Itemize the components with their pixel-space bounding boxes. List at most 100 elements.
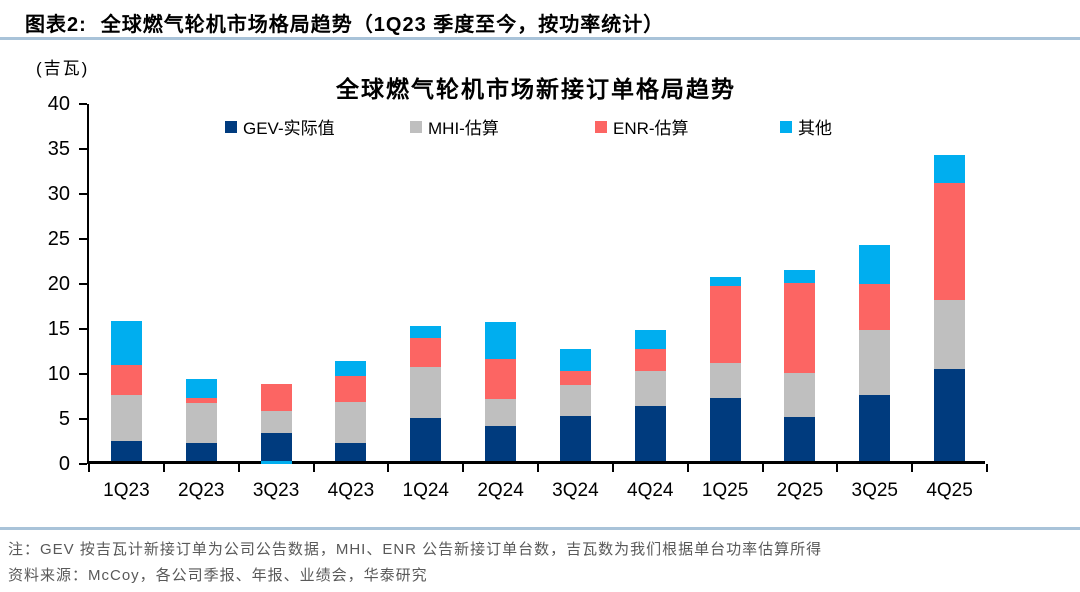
bar-segment xyxy=(934,369,966,461)
bar-segment xyxy=(934,182,966,300)
bar-segment xyxy=(260,433,292,461)
chart-title: 全球燃气轮机市场新接订单格局趋势 xyxy=(336,76,736,102)
x-tick-mark xyxy=(911,464,914,472)
legend-swatch-icon xyxy=(225,120,237,133)
figure-number: 图表2: xyxy=(25,14,87,36)
bar-segment xyxy=(410,337,442,368)
x-axis-label: 1Q24 xyxy=(402,480,449,501)
plot-area: 1Q23 2Q23 3Q23 4Q23 1Q24 2Q24 3Q24 4Q24 1Q25 2Q25… xyxy=(87,104,988,501)
x-tick-mark xyxy=(88,464,90,472)
x-axis-label: 2Q23 xyxy=(178,480,225,501)
bar-segment xyxy=(784,270,816,283)
footer-divider xyxy=(0,527,1080,530)
legend-item: GEV-实际值 xyxy=(225,114,410,139)
bar-segment xyxy=(260,410,292,434)
y-tick-label: 15 xyxy=(47,318,70,340)
bar-segment xyxy=(709,276,741,286)
bar-segment xyxy=(110,395,142,442)
y-tick-mark xyxy=(79,373,87,375)
legend-item: MHI-估算 xyxy=(410,114,595,139)
bar-segment xyxy=(709,362,741,398)
y-tick-mark xyxy=(79,463,87,465)
bar-segment xyxy=(335,376,367,402)
legend-swatch-icon xyxy=(595,120,607,133)
bar-segment xyxy=(784,282,816,373)
x-axis-label: 4Q25 xyxy=(926,480,973,501)
y-tick-label: 30 xyxy=(47,183,70,205)
legend-label: MHI-估算 xyxy=(428,119,499,138)
x-tick-mark xyxy=(312,464,315,472)
bar-segment xyxy=(185,379,217,398)
x-axis-label: 3Q25 xyxy=(851,480,898,501)
figure-header-title: 全球燃气轮机市场格局趋势（1Q23 季度至今，按功率统计） xyxy=(100,14,665,36)
x-axis-label: 4Q24 xyxy=(627,480,674,501)
note-line: 注：GEV 按吉瓦计新接订单为公司公告数据，MHI、ENR 公告新接订单台数，吉… xyxy=(8,541,823,558)
bar-segment xyxy=(634,406,666,461)
x-axis-label: 3Q24 xyxy=(552,480,599,501)
y-tick-label: 25 xyxy=(47,228,70,250)
y-tick-label: 10 xyxy=(47,363,70,385)
y-tick-mark xyxy=(79,193,87,195)
x-tick-mark xyxy=(761,464,764,472)
bar-segment xyxy=(485,398,517,426)
x-axis-label: 1Q25 xyxy=(701,480,749,501)
bar-segment xyxy=(335,401,367,443)
legend-label: ENR-估算 xyxy=(613,119,689,138)
x-tick-mark xyxy=(836,464,839,472)
x-tick-mark xyxy=(462,464,465,472)
bar-segment xyxy=(485,321,517,360)
x-tick-mark xyxy=(387,464,390,472)
bar-segment xyxy=(260,461,292,464)
legend-label: GEV-实际值 xyxy=(243,119,335,138)
y-tick-label: 40 xyxy=(47,93,70,115)
x-axis-label: 1Q23 xyxy=(103,480,150,501)
bar-segment xyxy=(485,425,517,461)
y-tick-label: 35 xyxy=(47,138,70,160)
x-tick-mark xyxy=(237,464,240,472)
bar-segment xyxy=(934,155,966,183)
figure-header: 图表2: 全球燃气轮机市场格局趋势（1Q23 季度至今，按功率统计） xyxy=(25,8,664,37)
y-tick-mark xyxy=(79,148,87,150)
x-tick-mark xyxy=(162,464,165,472)
bar-segment xyxy=(410,417,442,461)
bar-segment xyxy=(185,398,217,403)
x-axis-label: 2Q25 xyxy=(776,480,824,501)
bar-segment xyxy=(260,383,292,411)
y-axis: 0 5 10 15 20 25 30 35 40 xyxy=(0,94,87,474)
bar-segment xyxy=(485,359,517,399)
bar-segment xyxy=(784,372,816,417)
source-line: 资料来源：McCoy，各公司季报、年报、业绩会，华泰研究 xyxy=(8,567,428,584)
bar-segment xyxy=(859,245,891,284)
x-tick-mark xyxy=(986,464,988,472)
y-tick-label: 20 xyxy=(47,273,70,295)
bar-segment xyxy=(859,395,891,461)
y-tick-label: 5 xyxy=(58,408,70,430)
legend-swatch-icon xyxy=(410,120,422,133)
bar-segment xyxy=(559,416,591,461)
bar-segment xyxy=(110,364,142,396)
bar-segment xyxy=(185,402,217,443)
legend-label: 其他 xyxy=(798,119,832,138)
y-tick-mark xyxy=(79,283,87,285)
x-tick-mark xyxy=(686,464,689,472)
bar-segment xyxy=(709,285,741,363)
y-tick-mark xyxy=(79,238,87,240)
bar-segment xyxy=(859,283,891,330)
y-axis-unit-label: (吉瓦) xyxy=(36,59,90,78)
y-tick-mark xyxy=(79,418,87,420)
bar-segment xyxy=(559,384,591,416)
bar-segment xyxy=(709,398,741,461)
x-tick-mark xyxy=(537,464,539,472)
bar-segment xyxy=(634,371,666,407)
x-axis-label: 3Q23 xyxy=(252,480,300,501)
bar-segment xyxy=(634,348,666,371)
bar-segment xyxy=(859,329,891,396)
bar-segment xyxy=(110,320,142,365)
bar-segment xyxy=(410,367,442,418)
legend-item: 其他 xyxy=(780,114,965,139)
legend-swatch-icon xyxy=(780,120,792,133)
bar-segment xyxy=(335,361,367,377)
chart-legend: GEV-实际值 MHI-估算 ENR-估算 其他 xyxy=(87,114,985,139)
y-tick-mark xyxy=(79,103,87,105)
bar-segment xyxy=(559,349,591,371)
